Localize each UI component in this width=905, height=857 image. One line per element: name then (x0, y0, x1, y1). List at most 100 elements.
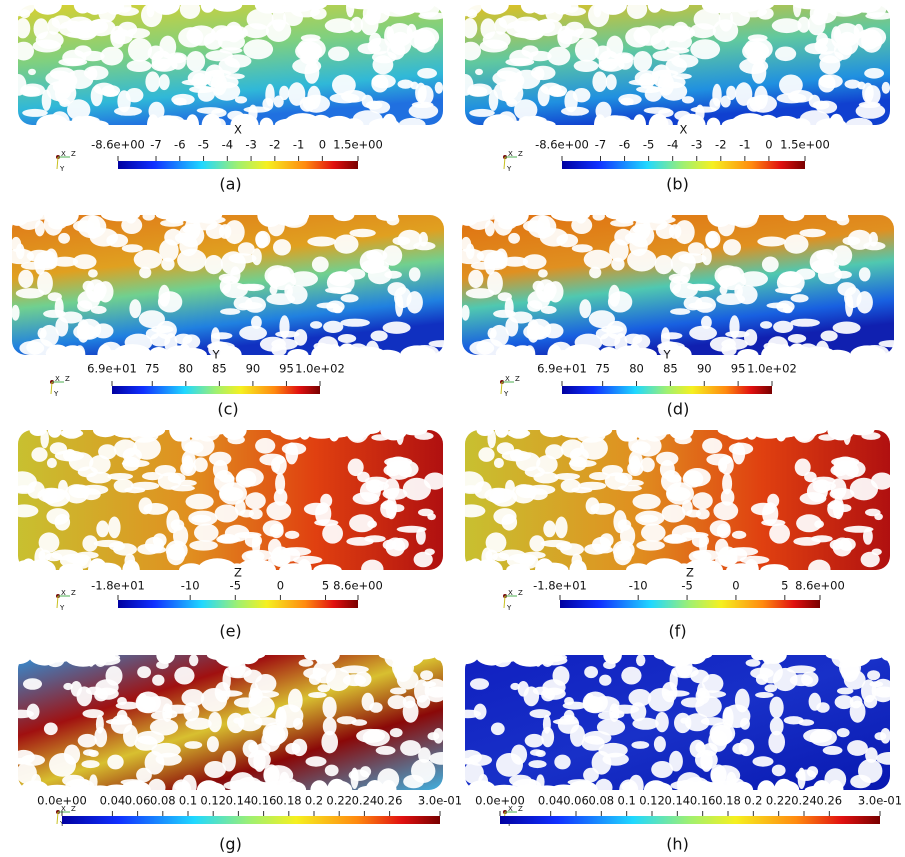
foam-edge (475, 644, 508, 666)
foam-pore (488, 89, 499, 111)
foam-pore (27, 481, 45, 499)
foam-pore (239, 325, 267, 341)
foam-pore (38, 532, 60, 553)
foam-edge (152, 0, 180, 15)
foam-pore (186, 51, 206, 72)
foam-pore (137, 543, 161, 555)
foam-pore (134, 735, 158, 751)
foam-pore (411, 759, 436, 783)
foam-edge (514, 784, 543, 796)
foam-pore (501, 514, 518, 531)
foam-pore (391, 537, 409, 551)
foam-pore (42, 488, 58, 504)
foam-pore (54, 514, 71, 531)
foam-pore (628, 450, 643, 470)
foam-edge (850, 345, 885, 365)
foam-edge (112, 344, 152, 366)
foam-pore (528, 50, 552, 62)
foam-pore (386, 40, 406, 60)
colorbar-tick-label: 95 (279, 362, 294, 376)
foam-pore (308, 673, 322, 685)
foam-pore (543, 282, 557, 298)
foam-pore (461, 304, 470, 321)
foam-pore (599, 674, 612, 686)
foam-pore (468, 269, 484, 289)
foam-pore (750, 667, 774, 679)
colorbar-tick-label: 0 (319, 138, 326, 152)
foam-pore (255, 438, 276, 454)
foam-pore (582, 691, 608, 714)
foam-pore (833, 40, 853, 60)
colorbar-tick-label: 0.06 (125, 794, 151, 808)
foam-pore (414, 29, 436, 53)
triad-label: Y (506, 604, 512, 612)
foam-pore (768, 730, 785, 754)
foam-pore (361, 559, 384, 579)
foam-pore (610, 710, 625, 719)
triad-label: X (55, 375, 60, 383)
foam-pore (661, 504, 686, 523)
foam-pore (121, 244, 143, 253)
colorbar-title: Z (686, 566, 694, 580)
foam-pore (818, 74, 843, 89)
colorbar (118, 600, 358, 608)
foam-pore (137, 666, 152, 679)
foam-pore (275, 472, 286, 495)
foam-pore (834, 270, 852, 279)
foam-pore (251, 315, 262, 329)
foam-pore (734, 284, 743, 298)
foam-pore (480, 18, 496, 40)
foam-edge (751, 649, 767, 661)
foam-edge (757, 780, 776, 800)
foam-pore (12, 749, 35, 765)
foam-pore (62, 774, 85, 787)
foam-pore (174, 333, 193, 345)
foam-pore (554, 754, 571, 770)
triad-axis (503, 156, 506, 170)
foam-pore (869, 681, 884, 688)
foam-edge (33, 0, 62, 15)
foam-pore (13, 41, 34, 61)
foam-pore (702, 674, 724, 693)
colorbar-tick-label: -4 (667, 138, 678, 152)
foam-edge (41, 784, 73, 796)
foam-pore (608, 284, 621, 307)
foam-pore (269, 523, 284, 539)
foam-pore (801, 671, 819, 687)
foam-pore (680, 697, 705, 708)
foam-pore (599, 333, 621, 347)
foam-pore (417, 68, 437, 79)
foam-pore (641, 523, 666, 542)
colorbar-tick-label: 0.14 (665, 794, 691, 808)
foam-pore (72, 254, 97, 270)
colorbar-tick-label: -5 (681, 579, 692, 593)
foam-pore (237, 713, 263, 732)
foam-edge (76, 115, 100, 135)
foam-pore (340, 294, 359, 303)
foam-pore (528, 760, 547, 769)
panel-label: (c) (217, 400, 238, 419)
foam-edge (346, 0, 383, 10)
foam-pore (77, 290, 101, 310)
foam-pore (194, 523, 219, 542)
colorbar (500, 816, 880, 824)
foam-pore (94, 726, 108, 748)
foam-pore (284, 284, 293, 298)
foam-pore (238, 302, 263, 310)
foam-pore (177, 479, 197, 487)
foam-edge (375, 209, 399, 221)
foam-pore (769, 717, 784, 736)
foam-pore (214, 504, 239, 523)
foam-pore (400, 740, 421, 756)
foam-edge (230, 113, 259, 137)
foam-pore (588, 310, 616, 328)
foam-edge (480, 0, 509, 15)
foam-edge (185, 114, 199, 136)
foam-edge (539, 422, 565, 438)
foam-pore (508, 426, 529, 439)
foam-pore (340, 318, 370, 327)
foam-pore (165, 540, 188, 561)
foam-pore (454, 248, 485, 265)
foam-pore (836, 728, 850, 738)
foam-edge (90, 562, 122, 578)
